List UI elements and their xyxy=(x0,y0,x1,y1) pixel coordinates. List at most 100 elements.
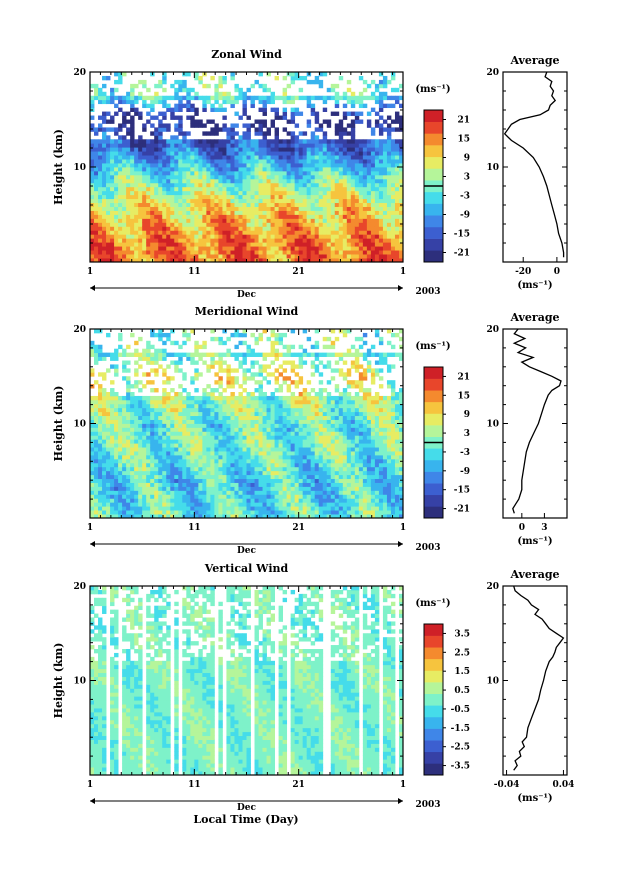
heatmap-cell xyxy=(106,182,111,188)
heatmap-cell xyxy=(94,506,99,511)
heatmap-cell xyxy=(334,206,340,211)
heatmap-cell xyxy=(246,218,251,223)
heatmap-cell xyxy=(234,246,239,251)
heatmap-cell xyxy=(158,250,163,255)
heatmap-cell xyxy=(162,458,167,464)
heatmap-cell xyxy=(142,103,147,109)
heatmap-cell xyxy=(238,340,243,346)
heatmap-cell xyxy=(178,127,183,132)
heatmap-cell xyxy=(342,163,348,168)
heatmap-cell xyxy=(326,186,332,192)
heatmap-cell xyxy=(214,490,219,495)
heatmap-cell xyxy=(258,478,263,483)
heatmap-cell xyxy=(266,431,271,436)
heatmap-cell xyxy=(158,514,163,519)
heatmap-cell xyxy=(94,198,99,204)
heatmap-cell xyxy=(218,407,223,413)
heatmap-cell xyxy=(250,443,255,448)
heatmap-cell xyxy=(394,186,400,192)
heatmap-cell xyxy=(290,178,296,184)
heatmap-cell xyxy=(234,139,239,144)
heatmap-cell xyxy=(202,178,207,184)
heatmap-cell xyxy=(210,143,215,148)
heatmap-cell xyxy=(110,443,115,448)
heatmap-cell xyxy=(170,218,175,223)
heatmap-cell xyxy=(102,254,107,259)
heatmap-cell xyxy=(382,250,388,255)
heatmap-cell xyxy=(314,174,320,180)
heatmap-cell xyxy=(314,139,320,144)
heatmap-cell xyxy=(98,356,103,361)
heatmap-cell xyxy=(242,194,247,200)
heatmap-cell xyxy=(274,502,279,507)
heatmap-cell xyxy=(262,143,267,148)
heatmap-cell xyxy=(382,258,388,263)
heatmap-cell xyxy=(398,143,404,148)
heatmap-cell xyxy=(210,510,215,515)
heatmap-cell xyxy=(314,79,320,85)
heatmap-cell xyxy=(258,415,263,420)
heatmap-cell xyxy=(294,186,300,192)
heatmap-cell xyxy=(198,222,203,227)
heatmap-cell xyxy=(134,95,139,101)
heatmap-cell xyxy=(262,486,267,491)
heatmap-cell xyxy=(94,254,99,259)
heatmap-cell xyxy=(274,431,279,436)
heatmap-cell xyxy=(242,234,247,239)
heatmap-cell xyxy=(146,356,151,361)
heatmap-cell xyxy=(190,427,195,432)
heatmap-cell xyxy=(206,451,211,456)
heatmap-cell xyxy=(270,151,275,156)
heatmap-cell xyxy=(222,127,227,132)
heatmap-cell xyxy=(238,364,243,369)
heatmap-cell xyxy=(218,79,223,85)
heatmap-cell xyxy=(318,250,324,255)
heatmap-cell xyxy=(210,206,215,211)
heatmap-cell xyxy=(102,455,107,460)
heatmap-cell xyxy=(98,186,103,192)
heatmap-cell xyxy=(102,91,107,97)
heatmap-cell xyxy=(110,427,115,432)
heatmap-cell xyxy=(222,368,227,373)
heatmap-cell xyxy=(206,147,211,152)
heatmap-cell xyxy=(150,478,155,483)
heatmap-cell xyxy=(154,194,159,200)
heatmap-cell xyxy=(218,474,223,480)
heatmap-cell xyxy=(326,234,332,239)
heatmap-cell xyxy=(222,99,227,105)
heatmap-cell xyxy=(210,423,215,428)
heatmap-cell xyxy=(210,242,215,247)
heatmap-cell xyxy=(218,478,223,483)
heatmap-cell xyxy=(354,174,360,180)
heatmap-cell xyxy=(122,514,127,519)
heatmap-cell xyxy=(130,427,135,432)
heatmap-cell xyxy=(226,435,231,440)
heatmap-cell xyxy=(310,206,316,211)
heatmap-cell xyxy=(274,242,279,247)
heatmap-cell xyxy=(294,167,300,172)
heatmap-cell xyxy=(334,131,340,136)
heatmap-cell xyxy=(242,226,247,231)
heatmap-cell xyxy=(146,190,151,196)
heatmap-cell xyxy=(122,455,127,460)
heatmap-cell xyxy=(186,395,191,401)
heatmap-cell xyxy=(138,190,143,196)
heatmap-cell xyxy=(102,119,107,124)
heatmap-cell xyxy=(194,170,199,176)
heatmap-cell xyxy=(342,159,348,164)
heatmap-cell xyxy=(218,451,223,456)
heatmap-cell xyxy=(262,186,267,192)
heatmap-cell xyxy=(258,198,263,204)
heatmap-cell xyxy=(326,87,332,93)
heatmap-cell xyxy=(170,439,175,444)
heatmap-cell xyxy=(94,178,99,184)
heatmap-cell xyxy=(182,218,187,223)
heatmap-cell xyxy=(118,407,123,413)
heatmap-cell xyxy=(190,151,195,156)
heatmap-cell xyxy=(310,242,316,247)
heatmap-cell xyxy=(114,447,119,452)
heatmap-cell xyxy=(190,439,195,444)
heatmap-cell xyxy=(266,399,271,405)
heatmap-cell xyxy=(358,159,364,164)
heatmap-cell xyxy=(386,234,392,239)
